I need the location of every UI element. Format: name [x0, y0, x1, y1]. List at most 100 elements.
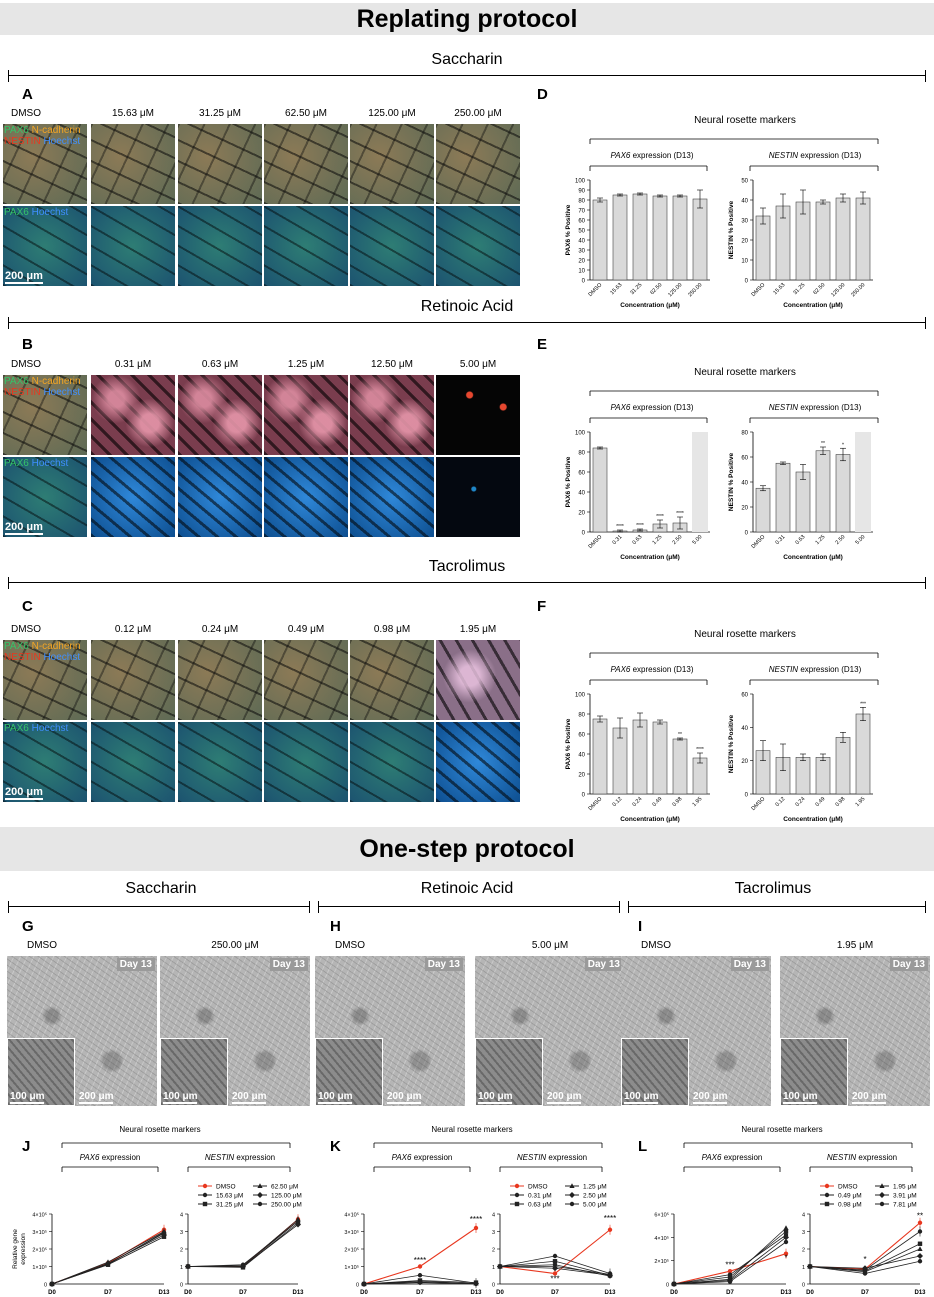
- data-point: [361, 1281, 367, 1287]
- channel-legend-pax6: PAX6 Hoechst: [4, 458, 68, 469]
- scale-bar: 200 μm: [547, 1091, 582, 1104]
- data-point: [514, 1183, 520, 1189]
- channel-legend-pax6: PAX6 Hoechst: [4, 207, 68, 218]
- significance-label: *: [863, 1255, 866, 1264]
- data-point: [514, 1192, 520, 1198]
- y-tick-label: 50: [741, 179, 748, 185]
- y-tick-label: 0: [745, 793, 749, 799]
- y-tick-label: 1×10⁵: [344, 1264, 359, 1271]
- y-tick-label: 10: [741, 259, 748, 265]
- x-tick-label: 5.00: [692, 534, 704, 546]
- y-tick-label: 0: [582, 279, 586, 285]
- significance-label: ****: [696, 747, 704, 753]
- panel-label-k: K: [330, 1138, 341, 1155]
- y-tick-label: 3: [492, 1230, 495, 1236]
- micrograph-pax6: [178, 722, 262, 802]
- y-tick-label: 10: [578, 269, 585, 275]
- concentration-label: DMSO: [641, 940, 671, 951]
- y-tick-label: 100: [575, 179, 586, 185]
- micrograph-merge: [350, 375, 434, 455]
- bar: [795, 471, 811, 533]
- data-point: [862, 1265, 868, 1272]
- series-line: [187, 1218, 299, 1267]
- x-tick-label: DMSO: [588, 282, 604, 298]
- y-tick-label: 3×10⁵: [32, 1229, 47, 1236]
- x-tick-label: D0: [48, 1290, 56, 1296]
- channel-nestin: NESTIN: [4, 652, 44, 663]
- significance-label: ***: [860, 701, 866, 707]
- bracket-nestin: [187, 1166, 291, 1172]
- concentration-label: 0.98 μM: [373, 624, 411, 635]
- panel-label-b: B: [22, 336, 33, 353]
- series-line: [188, 1224, 299, 1267]
- significance-label: ***: [550, 1274, 559, 1283]
- channel-pax6: PAX6: [4, 376, 32, 387]
- micrograph-merge: [264, 375, 348, 455]
- bracket-pax6: [589, 417, 708, 423]
- x-tick-label: D0: [184, 1290, 192, 1296]
- data-point: [824, 1201, 830, 1207]
- scale-bar: 200 μm: [5, 270, 43, 284]
- micrograph-merge: [350, 124, 434, 204]
- bar: [672, 738, 688, 795]
- y-tick-label: 2: [492, 1248, 495, 1254]
- x-tick-label: 250.00: [687, 282, 703, 298]
- bracket-nestin: [749, 165, 879, 171]
- channel-ncadherin: N-cadherin: [31, 376, 81, 387]
- day-label: Day 13: [889, 958, 928, 971]
- y-tick-label: 0: [582, 531, 586, 537]
- channel-pax6: PAX6: [4, 125, 32, 136]
- legend-label: 31.25 μM: [216, 1202, 243, 1209]
- gene-name: NESTIN: [517, 1153, 547, 1162]
- micrograph-pax6: [350, 457, 434, 537]
- concentration-label: 5.00 μM: [531, 940, 569, 951]
- x-tick-label: 2.50: [835, 534, 847, 546]
- scale-bar: 200 μm: [852, 1091, 887, 1104]
- bracket-nestin: [749, 417, 879, 423]
- subplot-title-rest: expression: [234, 1153, 275, 1162]
- y-tick-label: 2×10⁵: [654, 1258, 669, 1265]
- significance-label: **: [917, 1211, 923, 1220]
- legend-label: 15.63 μM: [216, 1193, 243, 1200]
- y-axis-label-line: Relative gene: [12, 1229, 19, 1269]
- concentration-label: DMSO: [11, 359, 41, 370]
- concentration-label: 62.50 μM: [285, 108, 327, 119]
- gene-name: PAX6: [610, 665, 630, 674]
- data-point: [783, 1225, 789, 1230]
- concentration-label: 1.95 μM: [836, 940, 874, 951]
- data-point: [49, 1281, 55, 1287]
- x-tick-label: 1.95: [855, 796, 867, 808]
- panel-label-g: G: [22, 918, 34, 935]
- subplot-title: PAX6 expression (D13): [610, 665, 693, 674]
- x-tick-label: 125.00: [667, 282, 683, 298]
- concentration-label: 12.50 μM: [371, 359, 413, 370]
- bar: [755, 215, 771, 281]
- bar: [855, 713, 871, 795]
- data-point: [497, 1264, 503, 1269]
- x-tick-label: D0: [496, 1290, 504, 1296]
- significance-label: *: [784, 1254, 787, 1263]
- y-tick-label: 3×10⁵: [344, 1229, 359, 1236]
- scale-bar: 200 μm: [232, 1091, 267, 1104]
- data-point: [862, 1271, 868, 1276]
- inset-zoom: [315, 1038, 383, 1106]
- data-point: [783, 1234, 789, 1241]
- panel-label-d: D: [537, 86, 548, 103]
- micrograph-merge: [3, 375, 87, 455]
- panel-label-i: I: [638, 918, 643, 935]
- bracket-nestin: [499, 1166, 603, 1172]
- micrograph-pax6: [178, 457, 262, 537]
- data-point: [807, 1264, 813, 1269]
- data-point: [879, 1192, 885, 1198]
- bar: [592, 718, 608, 795]
- panel-label-l: L: [638, 1138, 648, 1155]
- bar-chart-e: Neural rosette markers PAX6 expression (D…: [565, 367, 879, 561]
- micrograph-merge: [3, 124, 87, 204]
- concentration-label: 125.00 μM: [368, 108, 416, 119]
- bar: [855, 197, 871, 281]
- inset-zoom: [621, 1038, 689, 1106]
- y-tick-label: 2: [802, 1248, 805, 1254]
- scale-bar: 200 μm: [693, 1091, 728, 1104]
- concentration-label: DMSO: [335, 940, 365, 951]
